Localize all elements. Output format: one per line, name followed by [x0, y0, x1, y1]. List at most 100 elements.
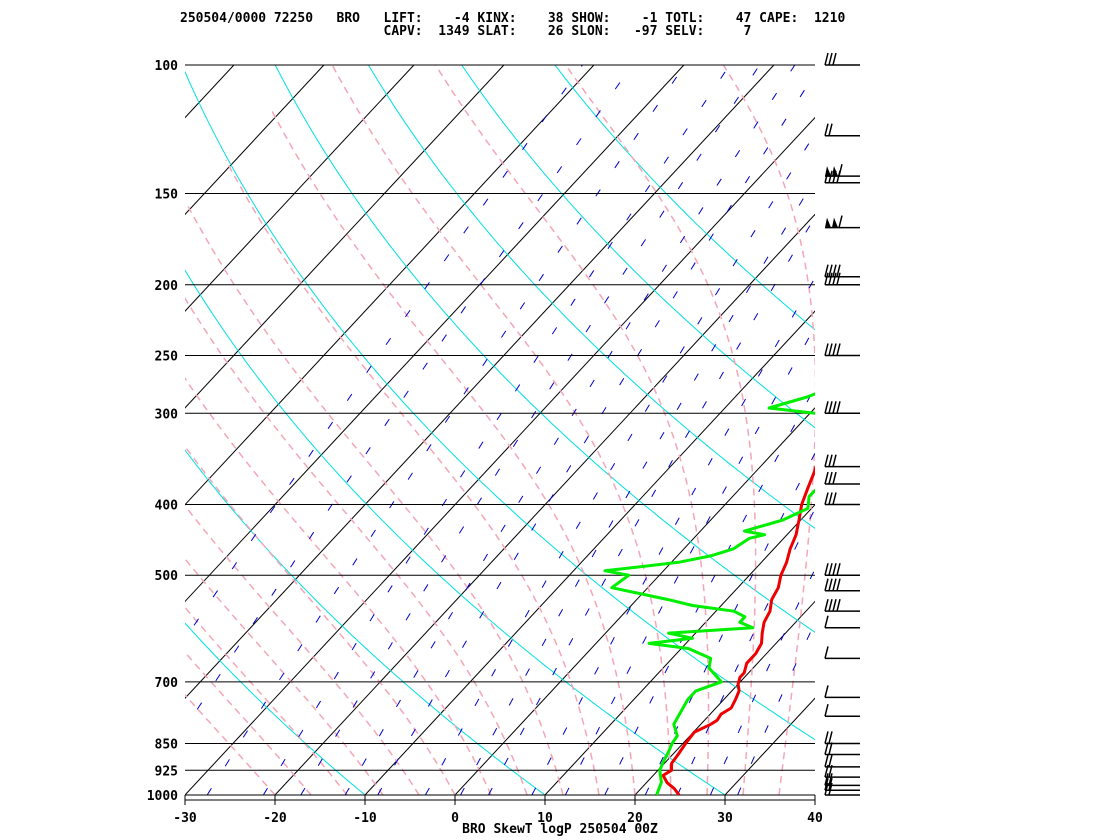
wind-barb-flag: [824, 598, 829, 612]
wind-barb: [824, 52, 860, 66]
wind-barb-flag: [832, 492, 837, 505]
wind-barb-flag: [828, 123, 833, 136]
wind-barb-flag: [828, 272, 833, 285]
pressure-tick-label: 500: [155, 569, 179, 584]
wind-barb: [824, 646, 860, 660]
wind-barb-flag: [828, 492, 833, 505]
isotherm-line: [0, 65, 144, 795]
temperature-tick-label: -30: [173, 811, 197, 826]
pressure-axis: 1000 925 850 700 500 400 300 250 200 150 100: [147, 59, 178, 804]
wind-barb-flag: [828, 52, 833, 66]
pressure-tick-label: 700: [155, 676, 179, 691]
wind-barb-flag: [828, 264, 833, 277]
mixing-ratio-line: [709, 567, 815, 795]
dry-adiabat-line: [185, 449, 546, 795]
wind-barb-flag: [828, 401, 833, 414]
wind-barb-flag: [824, 272, 829, 285]
wind-barb-flag: [832, 264, 837, 277]
wind-barb-flag: [828, 454, 833, 467]
wind-barb: [824, 272, 860, 286]
wind-barb-flag: [824, 454, 829, 467]
wind-barb-flag: [836, 578, 841, 591]
wind-barb-flag: [824, 731, 829, 744]
wind-barb-flag: [832, 52, 837, 66]
wind-barb-flag: [824, 492, 829, 505]
pressure-tick-label: 400: [155, 499, 179, 514]
wind-barb-flag: [824, 646, 829, 659]
wind-barb-flag: [824, 742, 829, 755]
isotherm-line: [814, 794, 815, 795]
wind-barb-flag: [832, 401, 837, 414]
wind-barb: [824, 778, 860, 791]
dry-adiabat-line: [367, 65, 815, 530]
dry-adiabat-line: [185, 794, 186, 795]
isotherm-line: [544, 503, 815, 795]
wind-barb-flag: [838, 215, 843, 228]
pressure-tick-label: 850: [155, 737, 179, 752]
wind-barb: [825, 163, 860, 177]
dry-adiabat-line: [185, 622, 366, 795]
temperature-axis: -30 -20 -10 0 10 20 30 40: [173, 795, 823, 826]
wind-barb-flag: [824, 754, 829, 768]
dry-adiabat-line: [554, 65, 815, 331]
wind-barb-flag: [836, 401, 841, 414]
mixing-ratio-line: [377, 72, 815, 795]
sounding-traces: [603, 392, 815, 795]
isotherm-line: [905, 65, 1120, 795]
wind-barb-flag: [828, 343, 833, 356]
temperature-tick-label: 30: [717, 811, 733, 826]
wind-barb-flag: [836, 272, 841, 285]
moist-adiabat-line: [185, 651, 312, 795]
wind-barb-flag: [838, 163, 843, 177]
pressure-tick-label: 925: [155, 764, 178, 779]
wind-barb: [824, 754, 860, 768]
wind-barb: [824, 471, 860, 485]
wind-barb-flag: [832, 454, 837, 467]
wind-barb-flag: [824, 52, 829, 66]
wind-barb-flag: [832, 272, 837, 285]
wind-barb: [824, 598, 860, 612]
isotherm-line: [724, 697, 815, 795]
wind-barb: [824, 731, 860, 745]
wind-barb-flag: [832, 598, 837, 612]
moist-adiabat-line: [185, 606, 348, 795]
wind-barb-flag: [832, 578, 837, 591]
wind-barb-flag: [836, 264, 841, 277]
moist-adiabat-line: [185, 557, 384, 795]
moist-adiabat-line: [185, 504, 420, 795]
pressure-tick-label: 300: [155, 407, 179, 422]
wind-barb-flag: [828, 563, 833, 576]
wind-barb-flag: [828, 754, 833, 768]
moist-adiabat-line: [225, 159, 600, 795]
mixing-ratio-line: [206, 65, 686, 795]
wind-barb: [824, 123, 860, 137]
wind-barb: [824, 578, 860, 592]
wind-barb-flag: [824, 615, 829, 628]
wind-barb: [825, 215, 860, 229]
temperature-trace: [661, 464, 815, 795]
isotherm-line: [454, 407, 815, 795]
wind-barb-flag: [828, 731, 833, 744]
wind-barb-flag: [824, 264, 829, 277]
mixing-ratio-line: [488, 216, 815, 795]
mixing-ratio-line: [677, 507, 815, 795]
header-line-2: CAPV: 1349 SLAT: 26 SLON: -97 SELV: 7: [180, 24, 751, 39]
wind-barb-flag: [828, 742, 833, 755]
temperature-tick-label: -10: [353, 811, 377, 826]
pressure-tick-label: 1000: [147, 789, 178, 804]
wind-barbs: [824, 52, 860, 796]
wind-barb-flag: [832, 563, 837, 576]
wind-barb: [824, 401, 860, 415]
wind-barb-flag: [824, 563, 829, 576]
isotherm-line: [185, 65, 685, 603]
isotherm-line: [364, 310, 815, 795]
header-line-1: 250504/0000 72250 BRO LIFT: -4 KINX: 38 …: [180, 11, 845, 26]
moist-adiabat-line: [186, 203, 564, 795]
dry-adiabat-line: [185, 70, 815, 741]
isotherm-line: [185, 65, 505, 409]
wind-pennant: [832, 217, 838, 228]
temperature-tick-label: 0: [451, 811, 459, 826]
wind-barb-flag: [824, 778, 829, 791]
isotherm-line: [185, 65, 775, 699]
